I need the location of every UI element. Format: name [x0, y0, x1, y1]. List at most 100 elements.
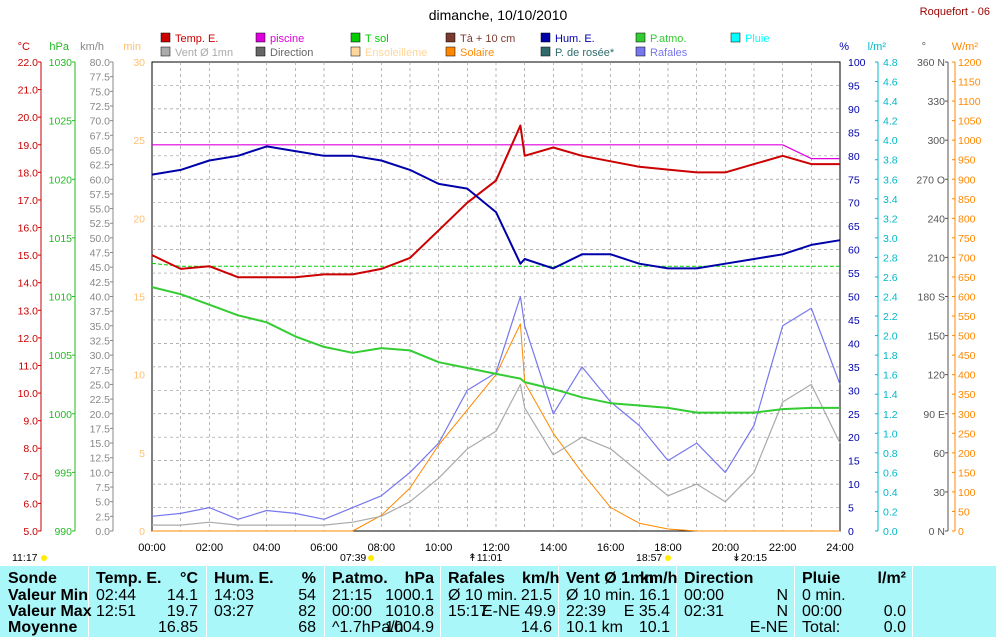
table-cell-time: 00:00: [684, 587, 725, 604]
table-header-unit: l/m²: [877, 570, 906, 587]
weather-chart: dimanche, 10/10/2010 Roquefort - 06 Temp. …: [12, 6, 990, 564]
axis-tick-kmh: 60.0: [90, 174, 111, 186]
axis-tick-wm2: 900: [958, 174, 976, 186]
table-separator: [440, 566, 441, 637]
axis-tick-hpa: 1000: [49, 409, 73, 421]
axis-tick-pct: 35: [848, 362, 860, 374]
axis-tick-lm2: 3.2: [883, 213, 898, 225]
legend-label: Solaire: [460, 47, 494, 59]
axis-tick-celsius: 7.0: [23, 471, 38, 483]
axis-tick-deg: 180 S: [918, 292, 945, 304]
axis-tick-lm2: 1.8: [883, 350, 898, 362]
table-header-unit: %: [301, 570, 316, 587]
axis-tick-kmh: 15.0: [90, 438, 111, 450]
axis-tick-celsius: 18.0: [18, 167, 39, 179]
axis-tick-kmh: 77.5: [90, 72, 111, 84]
axis-tick-kmh: 70.0: [90, 116, 111, 128]
axis-tick-hour: 14:00: [540, 542, 568, 554]
axis-tick-hour: 12:00: [482, 542, 510, 554]
legend-label: Ensoleilleme: [365, 47, 427, 59]
sun-icon: [368, 555, 374, 561]
axis-tick-kmh: 42.5: [90, 277, 111, 289]
table-header-unit: hPa: [404, 570, 434, 587]
axis-tick-deg: 30: [933, 487, 945, 499]
axis-tick-wm2: 950: [958, 155, 976, 167]
axis-tick-wm2: 150: [958, 467, 976, 479]
axis-tick-pct: 25: [848, 409, 860, 421]
axis-tick-hour: 02:00: [196, 542, 224, 554]
table-cell-time: 0 min.: [802, 587, 846, 604]
axis-tick-celsius: 15.0: [18, 250, 39, 262]
table-separator: [676, 566, 677, 637]
table-cell-value: 19.7: [166, 603, 198, 620]
table-cell-value: N: [776, 603, 788, 620]
legend-swatch: [160, 46, 171, 57]
axis-tick-minutes: 5: [139, 448, 145, 460]
event-noon: ↟11:01: [468, 552, 502, 564]
axis-tick-celsius: 5.0: [23, 526, 38, 538]
table-cell-time: 00:00: [802, 603, 843, 620]
event-sunset: 18:57: [636, 552, 662, 564]
table-separator: [88, 566, 89, 637]
axis-tick-wm2: 300: [958, 409, 976, 421]
table-cell-time: ^1.7hPa/h: [332, 619, 404, 636]
table-cell-time: 02:31: [684, 603, 725, 620]
axis-tick-wm2: 600: [958, 292, 976, 304]
axis-unit-pct: %: [839, 41, 849, 53]
axis-tick-hour: 08:00: [368, 542, 396, 554]
axis-tick-hpa: 1030: [49, 57, 73, 69]
table-cell-time: 14:03: [214, 587, 255, 604]
axis-tick-wm2: 100: [958, 487, 976, 499]
axis-tick-kmh: 75.0: [90, 86, 111, 98]
axis-tick-lm2: 2.0: [883, 331, 898, 343]
axis-tick-wm2: 50: [958, 506, 970, 518]
axis-tick-hpa: 1025: [49, 116, 73, 128]
axis-tick-kmh: 35.0: [90, 321, 111, 333]
axis-tick-pct: 30: [848, 385, 860, 397]
axis-unit-minutes: min: [123, 41, 141, 53]
axis-tick-deg: 300: [927, 135, 945, 147]
table-cell-value: E 35.4: [623, 603, 670, 620]
axis-tick-deg: 360 N: [917, 57, 945, 69]
axis-unit-kmh: km/h: [80, 41, 104, 53]
axis-tick-wm2: 450: [958, 350, 976, 362]
axis-tick-celsius: 9.0: [23, 416, 38, 428]
axis-tick-pct: 75: [848, 174, 860, 186]
axis-unit-lm2: l/m²: [868, 41, 887, 53]
legend-swatch: [635, 32, 646, 43]
axis-tick-lm2: 4.8: [883, 57, 898, 69]
axis-tick-wm2: 350: [958, 389, 976, 401]
table-cell-value: 1000.1: [385, 587, 434, 604]
axis-tick-pct: 0: [848, 526, 854, 538]
axis-tick-hour: 16:00: [597, 542, 625, 554]
table-separator: [912, 566, 913, 637]
axis-tick-lm2: 1.0: [883, 428, 898, 440]
table-cell-value: 1010.8: [385, 603, 434, 620]
axis-tick-deg: 210: [927, 252, 945, 264]
axis-tick-hour: 06:00: [310, 542, 338, 554]
axis-tick-wm2: 1200: [958, 57, 982, 69]
table-cell-value: 68: [298, 619, 316, 636]
table-header-unit: km/h: [522, 570, 560, 587]
axis-tick-deg: 90 E: [923, 409, 945, 421]
chart-title: dimanche, 10/10/2010: [429, 7, 568, 23]
axis-tick-minutes: 30: [133, 57, 145, 69]
axis-tick-kmh: 0.0: [95, 526, 110, 538]
axis-tick-celsius: 19.0: [18, 140, 39, 152]
table-cell-time: 21:15: [332, 587, 373, 604]
event-sunrise: 07:39: [340, 552, 366, 564]
table-header: Rafales: [448, 570, 505, 587]
table-cell-value: 21.5: [520, 587, 552, 604]
axis-tick-lm2: 4.0: [883, 135, 898, 147]
table-header: Sonde: [8, 570, 57, 587]
axis-tick-kmh: 27.5: [90, 365, 111, 377]
legend-label: Rafales: [650, 47, 688, 59]
table-cell-value: 54: [298, 587, 316, 604]
axis-tick-hpa: 995: [54, 467, 72, 479]
series-line-temp-e-: [151, 124, 840, 279]
legend-label: P. de rosée*: [555, 47, 615, 59]
axis-tick-kmh: 67.5: [90, 130, 111, 142]
axis-tick-pct: 55: [848, 268, 860, 280]
axis-tick-hour: 24:00: [826, 542, 854, 554]
axis-tick-minutes: 15: [133, 292, 145, 304]
